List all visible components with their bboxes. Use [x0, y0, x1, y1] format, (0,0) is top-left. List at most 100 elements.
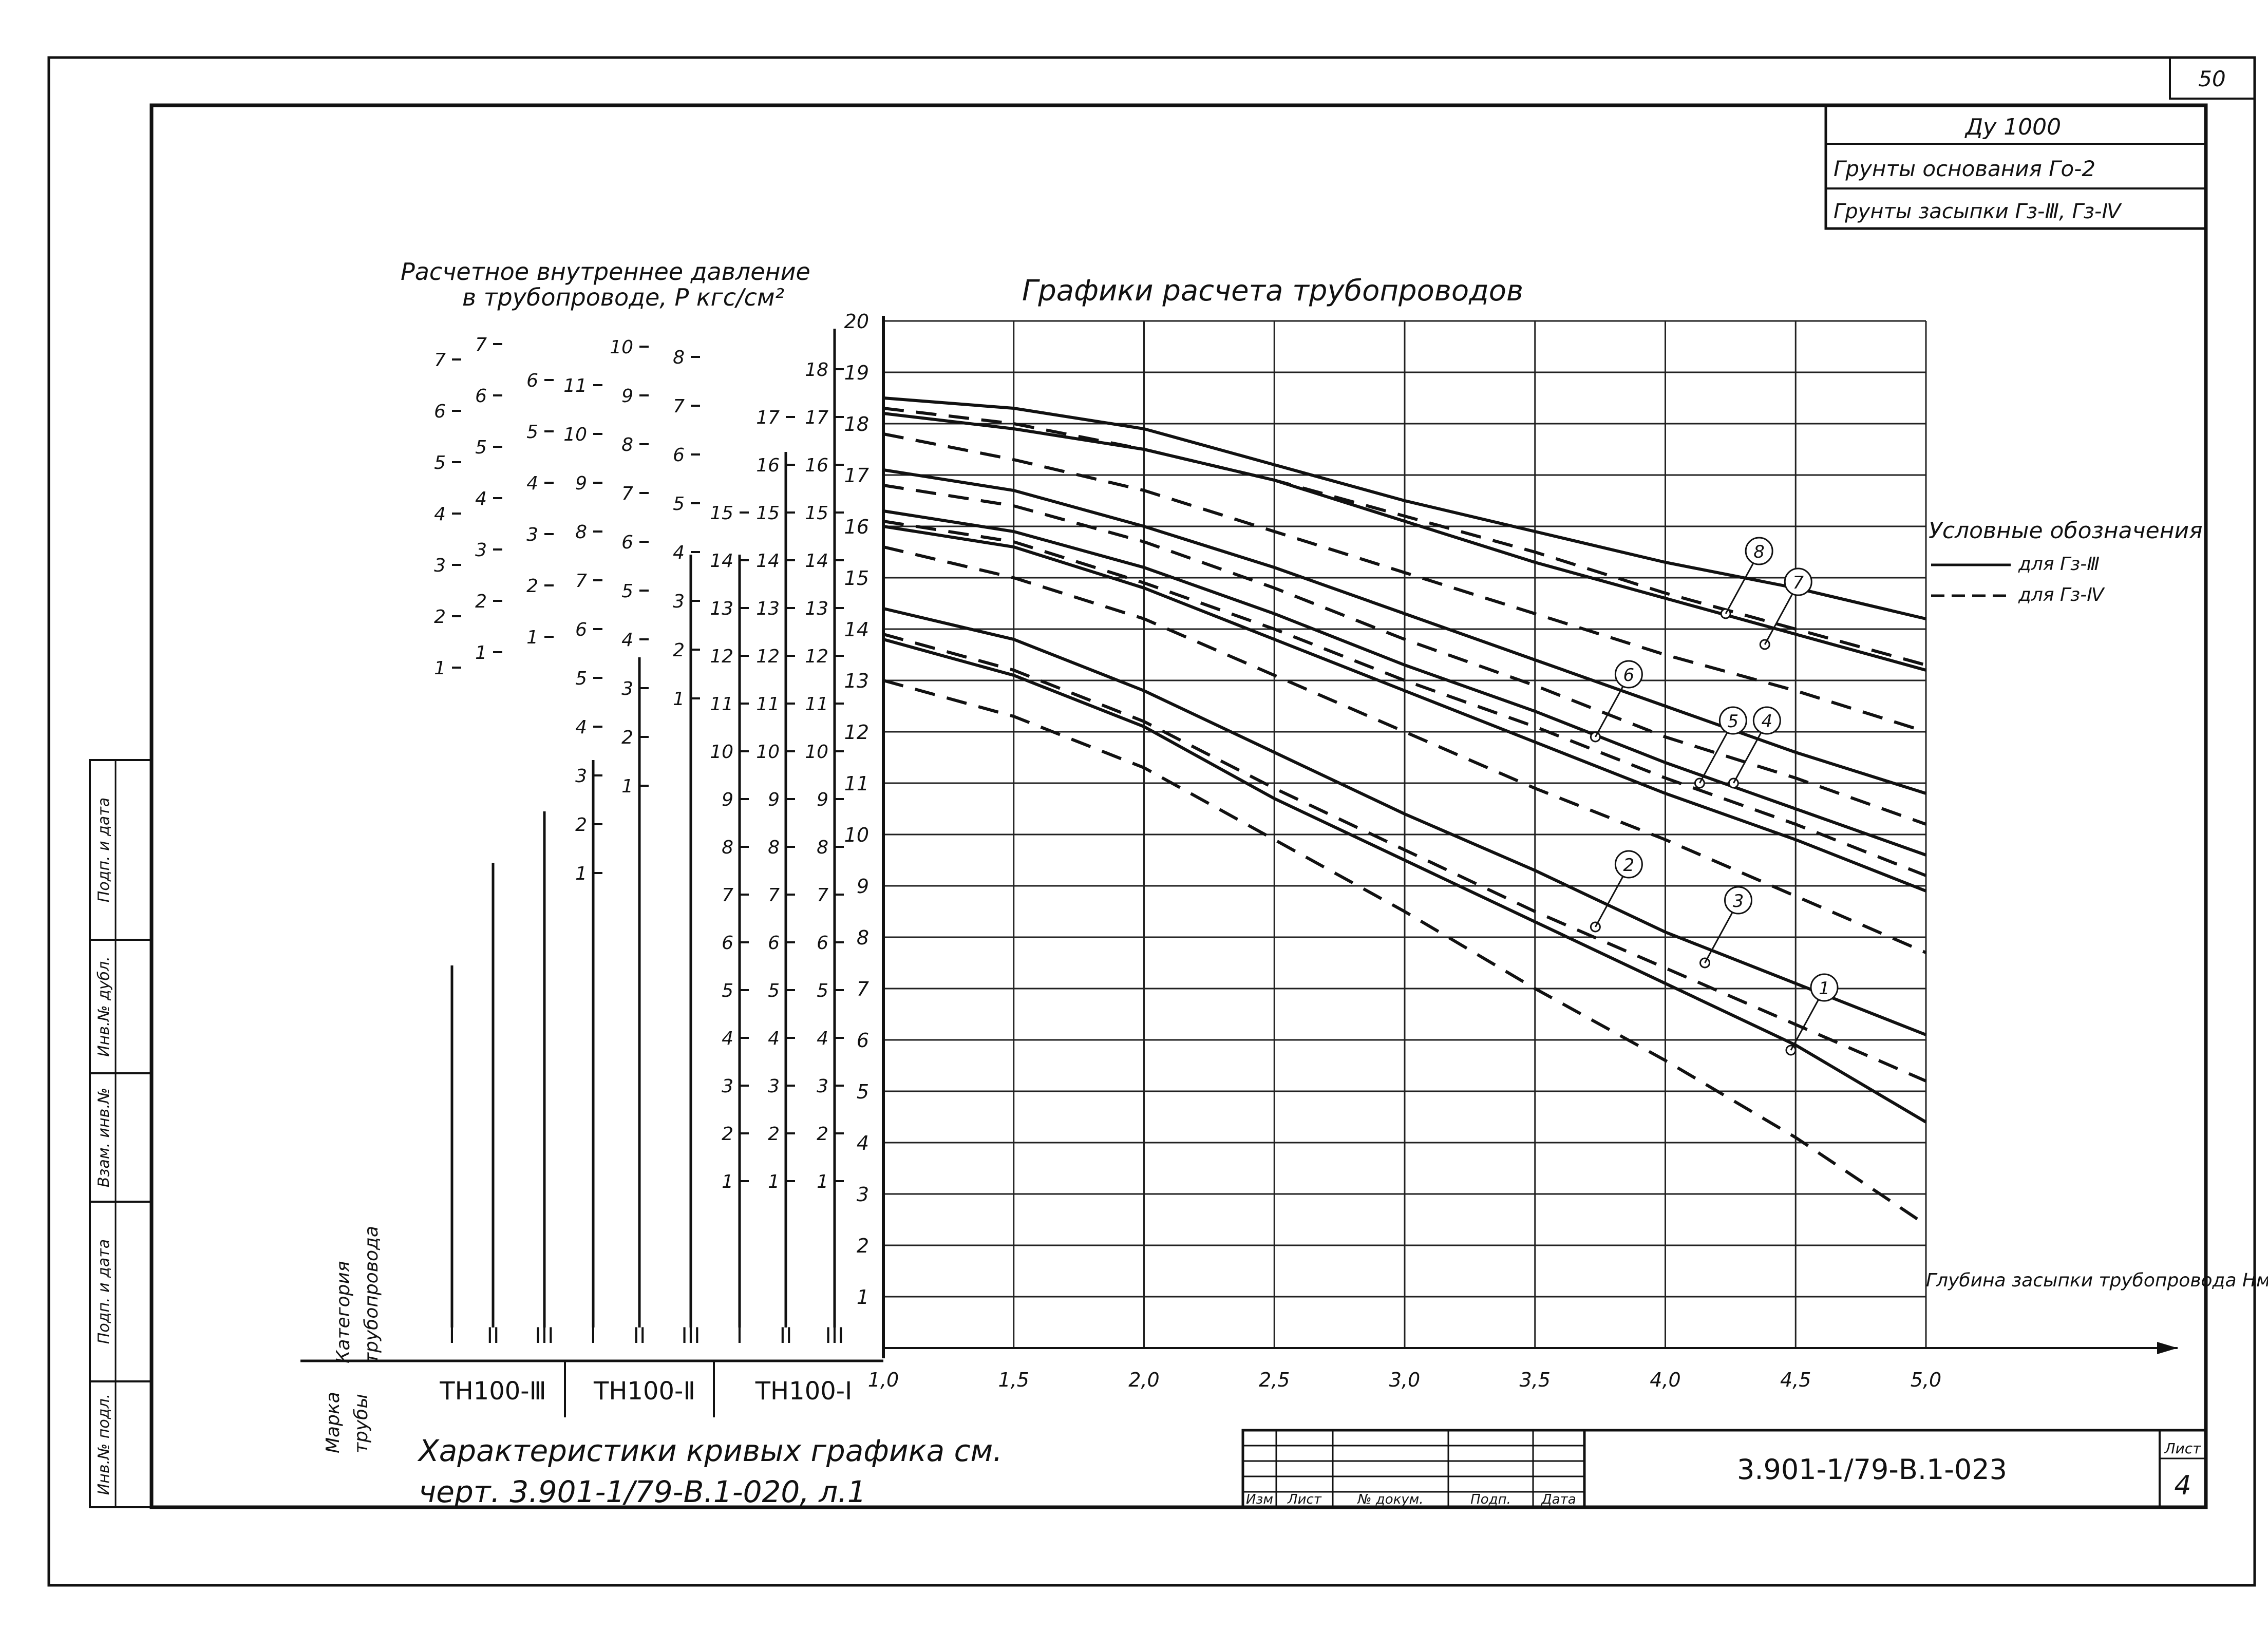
y-tick-label: 18 [844, 413, 869, 435]
pressure-tick-label: 13 [805, 598, 828, 619]
diameter-label: Ду 1000 [1964, 114, 2061, 140]
y-tick-label: 4 [857, 1132, 869, 1154]
pressure-tick-label: 4 [817, 1028, 828, 1049]
pressure-tick-label: 2 [475, 591, 487, 612]
y-tick-label: 3 [857, 1183, 869, 1206]
pressure-tick-label: 5 [673, 494, 685, 515]
curve-3-dashed [883, 545, 1927, 954]
stamp-column-label: № докум. [1356, 1492, 1423, 1507]
x-tick-label: 3,0 [1389, 1369, 1420, 1391]
curve-1-solid [883, 638, 1927, 1124]
y-tick-label: 13 [844, 670, 869, 692]
pressure-tick-label: 2 [621, 727, 633, 748]
y-tick-label: 2 [857, 1235, 869, 1257]
pressure-tick-label: 5 [526, 422, 538, 443]
curve-label-circle [1784, 567, 1812, 596]
side-stamp-label: Инв.№ подл. [95, 1394, 113, 1495]
curve-label: 1 [1819, 978, 1830, 999]
curve-8-dashed [883, 407, 1926, 667]
footnote-line2: черт. 3.901-1/79-В.1-020, л.1 [419, 1474, 866, 1509]
pressure-tick-label: 6 [817, 933, 828, 954]
pressure-tick-label: 3 [575, 766, 587, 787]
pressure-tick-label: 15 [805, 503, 828, 524]
y-tick-label: 11 [844, 772, 869, 795]
pressure-tick-label: 3 [768, 1076, 780, 1097]
pressure-title-line1: Расчетное внутреннее давление [401, 258, 810, 286]
category-label: I [590, 1323, 596, 1348]
side-stamp: Инв.№ подл. Подп. и дата Взам. инв.№ Инв.№ … [89, 759, 153, 1508]
pressure-tick-label: 4 [575, 717, 587, 738]
pressure-tick-label: 8 [575, 522, 587, 543]
stamp-column-label: Изм [1246, 1492, 1273, 1507]
x-tick-label: 3,5 [1520, 1369, 1551, 1391]
legend: Условные обозначения для Гз-Ⅲ для Гз-Ⅳ [1929, 518, 2203, 605]
category-label: I [449, 1323, 455, 1348]
pressure-title-line2: в трубопроводе, P кгс/см² [462, 283, 784, 311]
pressure-tick-label: 12 [710, 646, 733, 667]
pressure-tick-label: 5 [475, 437, 487, 458]
pressure-tick-label: 4 [434, 504, 446, 525]
pressure-tick-label: 4 [526, 473, 538, 494]
pipe-mark-label: ТН100-Ⅲ [439, 1377, 546, 1406]
base-soil-label: Грунты основания Гο-2 [1834, 156, 2095, 181]
pressure-tick-label: 10 [563, 424, 587, 445]
pressure-tick-label: 18 [805, 359, 828, 381]
pressure-tick-label: 14 [710, 551, 733, 572]
category-label: III [825, 1323, 844, 1348]
curve-label-circle [1724, 886, 1753, 915]
x-axis-label: Глубина засыпки трубопровода Hм (до верх… [1926, 1270, 2268, 1291]
y-tick-label: 15 [844, 567, 869, 590]
category-label: III [535, 1323, 554, 1348]
pressure-tick-label: 7 [575, 571, 587, 592]
pressure-tick-label: 1 [475, 642, 487, 663]
curve-label-circle [1614, 660, 1643, 689]
pressure-tick-label: 9 [575, 473, 587, 494]
y-tick-label: 19 [844, 362, 869, 384]
pressure-tick-label: 8 [673, 347, 685, 368]
pressure-tick-label: 5 [434, 452, 446, 473]
side-stamp-label: Подп. и дата [95, 798, 113, 902]
pressure-tick-label: 4 [673, 542, 685, 563]
stamp-column-label: Лист [1287, 1492, 1322, 1507]
curve-6-dashed [883, 484, 1927, 826]
pressure-tick-label: 1 [434, 658, 446, 679]
pressure-tick-label: 6 [475, 386, 487, 407]
pressure-tick-label: 6 [621, 532, 633, 553]
curve-label-leader [1699, 726, 1731, 784]
curve-8-solid [883, 396, 1926, 620]
pressure-tick-label: 12 [805, 646, 828, 667]
title-block: Ду 1000 Грунты основания Гο-2 Грунты зас… [1824, 104, 2207, 230]
curve-label-leader [1725, 557, 1757, 614]
pressure-tick-label: 15 [756, 503, 780, 524]
pressure-tick-label: 10 [610, 337, 633, 358]
category-label-line2: трубопровода [361, 1226, 382, 1363]
pressure-tick-label: 8 [722, 837, 733, 858]
legend-title: Условные обозначения [1929, 518, 2203, 544]
chart-curves [883, 396, 1927, 1226]
pressure-panel: Расчетное внутреннее давление в трубопро… [300, 258, 883, 1453]
pressure-tick-label: 4 [768, 1028, 780, 1049]
x-tick-label: 4,5 [1780, 1369, 1811, 1391]
pressure-tick-label: 1 [722, 1171, 733, 1192]
pressure-tick-label: 8 [621, 434, 633, 456]
y-tick-label: 9 [857, 875, 869, 898]
curve-7-solid [883, 412, 1926, 672]
curve-label-leader [1595, 870, 1627, 927]
pressure-tick-label: 5 [621, 581, 633, 602]
curve-2-solid [883, 607, 1927, 1036]
pressure-tick-label: 7 [817, 885, 828, 906]
sheet-label: Лист [2164, 1440, 2202, 1457]
pressure-tick-label: 5 [575, 668, 587, 689]
bottom-stamp: 3.901-1/79-В.1-023 Лист 4 Изм Лист № докум… [1241, 1429, 2207, 1509]
pressure-tick-label: 1 [575, 863, 587, 884]
y-tick-label: 5 [857, 1080, 869, 1103]
pressure-tick-label: 2 [768, 1124, 780, 1145]
curve-label-circle [1752, 706, 1781, 735]
x-tick-label: 5,0 [1911, 1369, 1941, 1391]
curve-label: 6 [1623, 665, 1635, 686]
chart-title: Графики расчета трубопроводов [1022, 274, 1523, 308]
pressure-tick-label: 7 [722, 885, 733, 906]
pressure-tick-label: 1 [621, 776, 633, 797]
y-tick-label: 12 [844, 721, 869, 744]
